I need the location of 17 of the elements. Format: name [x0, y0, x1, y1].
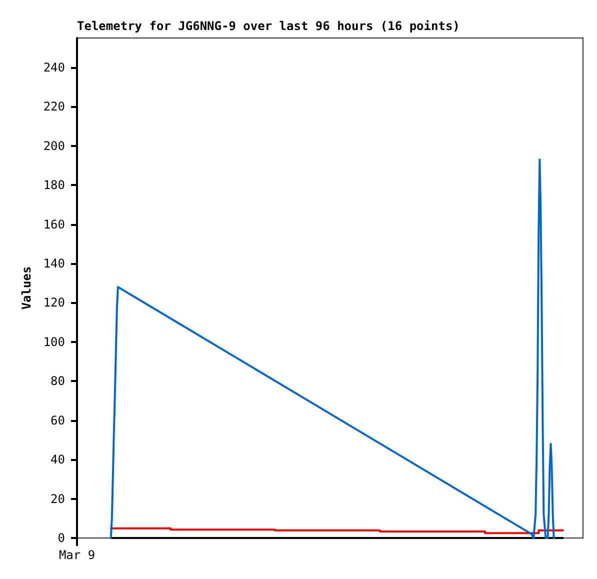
y-tick-label: 40 [50, 452, 65, 467]
y-tick-label: 100 [43, 334, 65, 349]
y-tick-label: 220 [43, 100, 65, 114]
y-axis-title: Values [19, 266, 34, 310]
text: Mar 9 [58, 548, 96, 562]
y-tick-label: 140 [43, 256, 65, 270]
y-tick-label: 20 [50, 492, 65, 506]
y-tick-label: 180 [43, 178, 65, 192]
y-tick-label: 120 [43, 296, 65, 310]
line-series [110, 158, 555, 539]
y-tick-label: 160 [43, 217, 65, 232]
y-tick-label: 60 [50, 413, 65, 428]
y-tick-label: 200 [43, 138, 65, 153]
y-tick-label: 0 [58, 531, 65, 545]
y-tick-label: 80 [50, 374, 65, 388]
chart-title: Telemetry for JG6NNG-9 over last 96 hours (16 points) [77, 19, 460, 33]
y-tick-label: 240 [43, 60, 65, 74]
